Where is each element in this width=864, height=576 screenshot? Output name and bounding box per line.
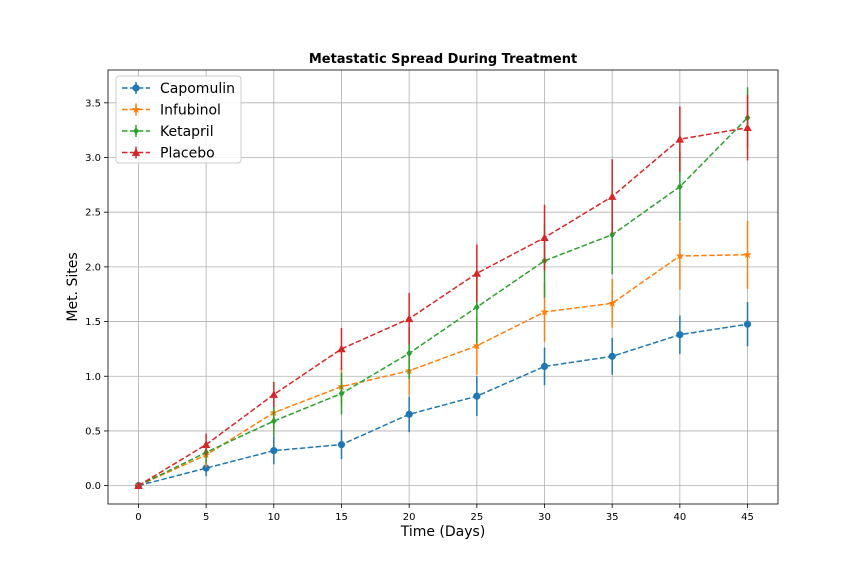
placebo-point [269, 390, 279, 398]
placebo-point [743, 123, 752, 132]
y-axis-label: Met. Sites [65, 252, 81, 321]
legend-marker-ketapril [133, 127, 139, 135]
y-tick-label: 0.5 [85, 426, 101, 437]
y-tick-label: 2.5 [85, 208, 101, 219]
infubinol-point [675, 251, 684, 260]
x-tick-label: 25 [470, 512, 483, 523]
ketapril-line [138, 117, 749, 487]
capomulin-point [202, 464, 210, 472]
y-tick-label: 3.5 [85, 98, 101, 109]
x-tick-label: 30 [538, 512, 551, 523]
placebo-point [675, 135, 685, 143]
placebo-point [201, 440, 211, 448]
infubinol-point [540, 307, 549, 316]
legend-label-placebo: Placebo [160, 146, 215, 162]
ketapril-point [609, 230, 616, 239]
ketapril-point [270, 417, 277, 425]
ketapril-point [473, 303, 480, 311]
y-tick-label: 1.0 [85, 372, 101, 383]
legend-label-ketapril: Ketapril [160, 124, 214, 140]
x-axis: 0 5 10 15 20 25 30 35 40 45 [135, 504, 754, 523]
chart-title: Metastatic Spread During Treatment [309, 52, 577, 67]
x-tick-label: 35 [606, 512, 619, 523]
placebo-line [138, 126, 748, 487]
infubinol-point [472, 341, 481, 350]
ketapril-point [338, 389, 345, 398]
x-tick-label: 40 [674, 512, 687, 523]
placebo-point [337, 344, 346, 353]
infubinol-line [138, 253, 748, 487]
legend-label-infubinol: Infubinol [160, 103, 221, 119]
plot-frame [107, 69, 779, 505]
capomulin-line [138, 323, 748, 487]
legend-item-placebo: Placebo [122, 146, 215, 162]
legend: Capomulin Infubinol Ketapril Placebo [115, 75, 242, 164]
y-tick-label: 1.5 [85, 317, 101, 328]
capomulin-point [743, 320, 752, 328]
x-tick-label: 5 [203, 512, 209, 523]
x-tick-label: 0 [135, 512, 141, 523]
capomulin-point [270, 447, 278, 455]
ketapril-point [406, 349, 413, 358]
capomulin-point [608, 352, 616, 360]
capomulin-point [337, 441, 346, 449]
x-tick-label: 15 [335, 512, 348, 523]
capomulin-point [676, 331, 684, 339]
placebo-point [540, 233, 549, 242]
x-tick-label: 20 [403, 512, 416, 523]
capomulin-point [540, 362, 549, 371]
series-capomulin [134, 302, 752, 490]
legend-box [115, 75, 242, 164]
capomulin-point [473, 392, 481, 400]
capomulin-point [405, 410, 413, 418]
legend-item-infubinol: Infubinol [122, 103, 221, 119]
infubinol-point [743, 250, 752, 259]
legend-label-capomulin: Capomulin [160, 81, 235, 97]
ketapril-point [677, 182, 683, 191]
legend-marker-capomulin [132, 84, 140, 92]
y-tick-label: 0.0 [85, 481, 101, 492]
x-axis-label: Time (Days) [400, 524, 486, 540]
x-tick-label: 10 [267, 512, 280, 523]
series-layer [134, 87, 752, 490]
placebo-point [472, 269, 482, 277]
y-tick-label: 2.0 [85, 262, 101, 273]
placebo-point [607, 192, 617, 200]
series-placebo [134, 94, 752, 489]
x-tick-label: 45 [741, 512, 754, 523]
y-tick-label: 3.0 [85, 153, 101, 164]
legend-item-ketapril: Ketapril [122, 124, 214, 140]
placebo-point [134, 481, 143, 489]
legend-marker-infubinol [132, 105, 140, 113]
placebo-point [404, 314, 414, 323]
axes-frame [107, 69, 779, 505]
y-axis: 0.0 0.5 1.0 1.5 2.0 2.5 3.0 3.5 [85, 98, 108, 492]
legend-item-capomulin: Capomulin [122, 81, 235, 97]
infubinol-point [608, 299, 617, 307]
legend-marker-placebo [131, 148, 141, 156]
